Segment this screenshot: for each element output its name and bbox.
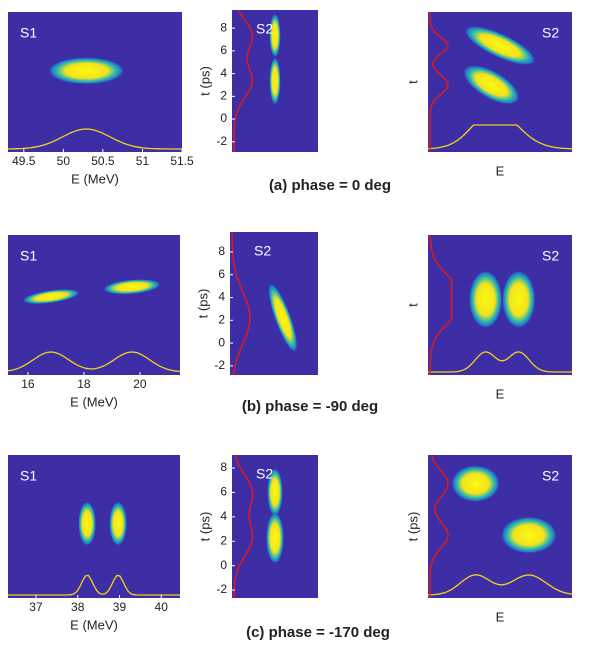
energy-projection — [428, 351, 572, 373]
energy-projection — [8, 574, 180, 596]
y-tick-label: 6 — [220, 43, 227, 57]
beam-blob — [109, 501, 128, 546]
x-tick-label: 39 — [113, 600, 127, 614]
beam-blob — [462, 64, 520, 105]
x-axis-label: E — [496, 163, 505, 178]
beam-blob — [500, 516, 557, 554]
x-tick-label: 50.5 — [91, 154, 115, 168]
time-projection — [233, 454, 254, 598]
y-tick-label: 0 — [220, 558, 227, 572]
plot-background — [8, 235, 180, 375]
time-projection — [231, 232, 251, 376]
x-axis-label: E — [496, 609, 505, 624]
x-tick-label: 18 — [77, 377, 91, 391]
y-axis-label: t (ps) — [405, 512, 420, 542]
x-tick-label: 51.5 — [170, 154, 194, 168]
panel: S2 -2 0 2 4 6 8 t (ps) — [197, 9, 318, 152]
x-tick-label: 16 — [21, 377, 35, 391]
beam-blob — [269, 13, 281, 58]
y-tick-label: -2 — [216, 582, 227, 596]
panel-label: S2 — [254, 243, 271, 259]
y-tick-label: 6 — [220, 485, 227, 499]
x-tick-label: 40 — [155, 600, 169, 614]
y-tick-label: 6 — [218, 267, 225, 281]
panel-label: S1 — [20, 25, 37, 41]
time-projection — [429, 12, 449, 152]
y-tick-label: 0 — [218, 335, 225, 349]
x-tick-label: 38 — [71, 600, 85, 614]
beam-blob — [102, 279, 161, 295]
panel: S1 16 18 20 E (MeV) — [7, 235, 181, 409]
x-tick-label: 51 — [136, 154, 150, 168]
beam-blob — [269, 57, 281, 105]
y-tick-label: 4 — [220, 509, 227, 523]
panel: S1 49.5 50 50.5 51 51.5 E (MeV) — [8, 12, 194, 186]
panel-label: S1 — [20, 468, 37, 484]
x-tick-label: 50 — [57, 154, 71, 168]
panel-label: S2 — [542, 248, 559, 264]
caption: (b) phase = -90 deg — [242, 398, 378, 415]
y-axis-label: t — [405, 80, 420, 84]
energy-projection — [7, 351, 181, 373]
x-axis-label: E (MeV) — [71, 171, 119, 186]
beam-blob — [266, 511, 284, 564]
y-tick-label: 2 — [220, 533, 227, 547]
panel: S2 Et — [405, 12, 573, 178]
y-tick-label: 8 — [218, 244, 225, 258]
panel: S2 -2 0 2 4 6 8 t (ps) — [197, 454, 318, 598]
caption: (c) phase = -170 deg — [246, 624, 390, 641]
beam-blob — [268, 282, 298, 353]
y-axis-label: t (ps) — [197, 512, 212, 542]
beam-blob — [468, 270, 503, 329]
y-axis-label: t — [405, 303, 420, 307]
beam-blob — [22, 289, 80, 305]
beam-blob — [464, 25, 536, 66]
energy-projection — [427, 574, 573, 596]
time-projection — [233, 9, 254, 152]
panel-label: S2 — [542, 468, 559, 484]
beam-blob — [78, 501, 97, 546]
y-axis-label: t (ps) — [195, 289, 210, 319]
x-tick-label: 20 — [133, 377, 147, 391]
y-tick-label: 4 — [218, 290, 225, 304]
y-tick-label: 8 — [220, 20, 227, 34]
y-axis-label: t (ps) — [197, 66, 212, 96]
y-tick-label: -2 — [216, 134, 227, 148]
panel-label: S1 — [20, 248, 37, 264]
x-axis-label: E — [496, 386, 505, 401]
panel-label: S2 — [256, 466, 273, 482]
panel: S2 Et — [405, 234, 572, 401]
time-projection — [429, 234, 453, 375]
beam-blob — [451, 465, 500, 503]
panel-label: S2 — [256, 21, 273, 37]
beam-blob — [47, 57, 125, 85]
panel: S2 -2 0 2 4 6 8 t (ps) — [195, 232, 318, 376]
x-tick-label: 37 — [29, 600, 43, 614]
y-tick-label: 4 — [220, 66, 227, 80]
y-tick-label: 2 — [218, 312, 225, 326]
x-tick-label: 49.5 — [12, 154, 36, 168]
panel: S1 37 38 39 40 E (MeV) — [8, 455, 180, 632]
time-projection — [429, 454, 449, 598]
x-axis-label: E (MeV) — [70, 394, 118, 409]
y-tick-label: 0 — [220, 111, 227, 125]
panel-label: S2 — [542, 25, 559, 41]
x-axis-label: E (MeV) — [70, 617, 118, 632]
beam-blob — [501, 270, 536, 329]
panel: S2 Et (ps) — [405, 454, 573, 624]
y-tick-label: -2 — [214, 358, 225, 372]
energy-projection — [8, 128, 182, 150]
beam-blob — [267, 468, 283, 517]
y-tick-label: 8 — [220, 460, 227, 474]
energy-projection — [427, 124, 573, 150]
y-tick-label: 2 — [220, 89, 227, 103]
caption: (a) phase = 0 deg — [269, 177, 391, 194]
